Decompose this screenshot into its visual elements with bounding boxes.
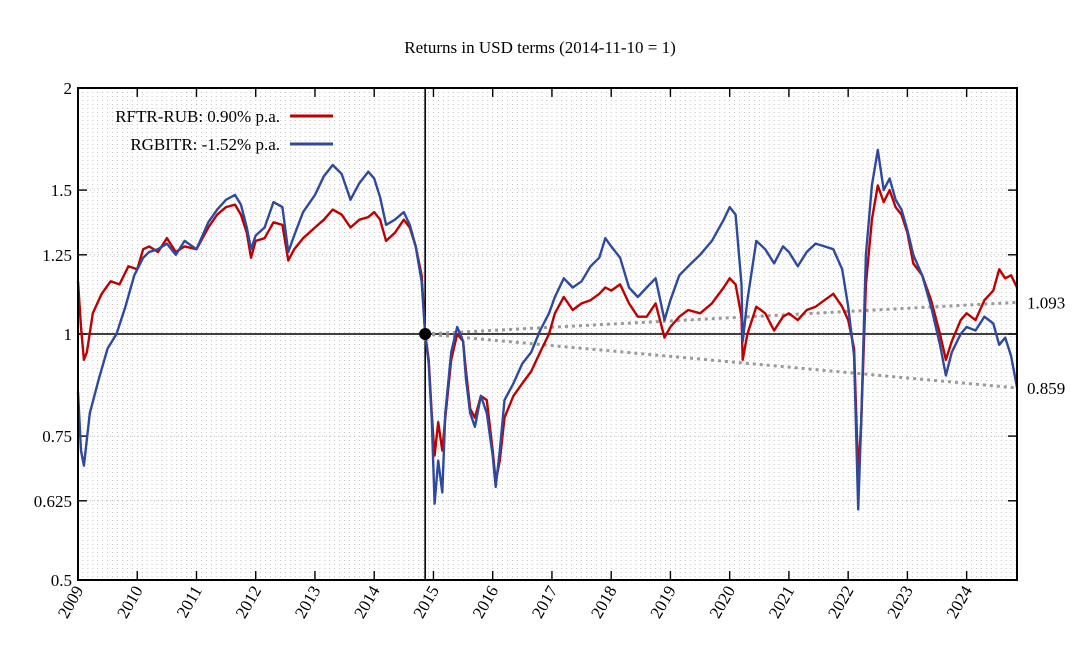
trend-end-label: 1.093 (1027, 293, 1065, 312)
x-tick-label: 2019 (646, 583, 679, 622)
trend-line (425, 300, 1018, 336)
y-tick-label: 2 (64, 79, 73, 98)
x-tick-label: 2020 (706, 583, 739, 622)
x-tick-label: 2015 (409, 583, 442, 622)
series-lines (76, 148, 1019, 511)
y-tick-label: 0.625 (34, 492, 72, 511)
legend-label: RGBITR: -1.52% p.a. (130, 135, 280, 154)
y-tick-label: 1.5 (51, 181, 72, 200)
trend-end-label: 0.859 (1027, 379, 1065, 398)
x-tick-label: 2011 (173, 583, 206, 621)
plot-frame (77, 87, 1018, 581)
legend: RFTR-RUB: 0.90% p.a. RGBITR: -1.52% p.a. (115, 107, 333, 154)
x-tick-label: 2014 (350, 582, 384, 621)
x-tick-label: 2013 (291, 583, 324, 622)
trend-lines: 1.093 0.859 (425, 293, 1065, 398)
y-tick-label: 1.25 (42, 246, 72, 265)
x-tick-label: 2024 (943, 582, 977, 621)
x-tick-label: 2018 (587, 583, 620, 622)
y-tick-label: 0.5 (51, 571, 72, 590)
grid (78, 88, 1017, 580)
chart-title: Returns in USD terms (2014-11-10 = 1) (404, 38, 676, 57)
x-tick-label: 2010 (113, 583, 146, 622)
trend-line (425, 332, 1018, 390)
legend-label: RFTR-RUB: 0.90% p.a. (115, 107, 280, 126)
y-tick-label: 1 (64, 325, 73, 344)
x-tick-label: 2012 (232, 583, 265, 622)
x-tick-label: 2022 (824, 583, 857, 622)
x-tick-label: 2016 (469, 583, 502, 622)
base-point-marker (419, 328, 432, 340)
x-tick-label: 2021 (765, 583, 798, 622)
x-tick-label: 2023 (883, 583, 916, 622)
x-tick-label: 2017 (528, 582, 562, 621)
y-tick-label: 0.75 (42, 427, 72, 446)
series-line (76, 148, 1019, 511)
